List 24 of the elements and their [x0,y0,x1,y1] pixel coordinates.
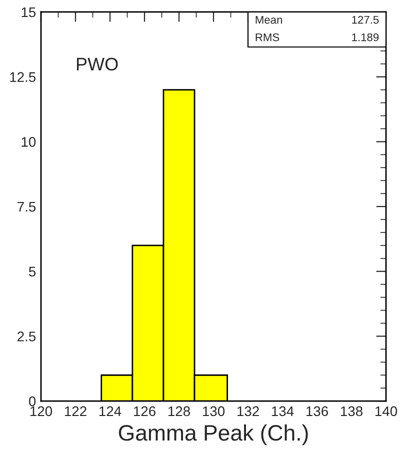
x-tick-label: 138 [340,406,362,416]
y-tick-label: 2.5 [18,332,36,342]
y-tick-label: 7.5 [18,202,36,212]
x-tick-label: 134 [272,406,294,416]
x-tick-label: 126 [134,406,156,416]
x-tick-label: 140 [375,406,398,416]
y-tick-label: 0 [28,396,36,406]
x-tick-label: 136 [306,406,328,416]
y-tick-label: 5 [28,266,36,277]
x-tick-label: 120 [30,406,52,416]
annotation: PWO [76,58,118,71]
x-tick-label: 128 [168,406,190,416]
x-tick-label: 130 [202,406,225,416]
x-axis-title: Gamma Peak (Ch.) [118,424,308,446]
x-tick-label: 124 [99,406,122,416]
annotation: 127.5 [352,16,379,24]
annotation: RMS [256,33,280,42]
y-tick-label: 15 [22,7,36,18]
annotation: Mean [256,16,282,24]
x-tick-label: 122 [64,406,86,416]
y-tick-label: 12.5 [10,72,36,82]
annotation: 1.189 [352,33,379,42]
x-tick-label: 132 [237,406,259,416]
y-tick-label: 10 [22,137,36,147]
